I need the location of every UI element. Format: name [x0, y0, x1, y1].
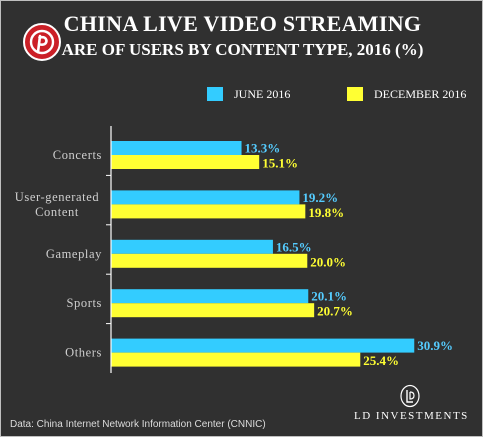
chart-subtitle: ARE OF USERS BY CONTENT TYPE, 2016 (%) — [61, 40, 424, 59]
category-label-2: Gameplay — [46, 247, 102, 261]
bar-december-2 — [111, 253, 308, 268]
legend-label-december: DECEMBER 2016 — [374, 87, 467, 101]
bar-june-4 — [111, 338, 415, 353]
brand-name: LD INVESTMENTS — [354, 410, 469, 422]
value-label-december-0: 15.1% — [262, 156, 298, 171]
bar-june-2 — [111, 239, 273, 254]
category-label-3: Sports — [66, 296, 102, 310]
bar-december-1 — [111, 204, 306, 219]
category-label-1-line-1: Content — [35, 205, 79, 219]
bar-june-1 — [111, 190, 300, 205]
category-label-1-line-0: User-generated — [15, 190, 100, 204]
value-label-june-3: 20.1% — [311, 289, 347, 304]
legend-swatch-december — [347, 87, 363, 101]
category-label-4: Others — [65, 346, 102, 360]
value-label-december-3: 20.7% — [317, 304, 353, 319]
chart-title: CHINA LIVE VIDEO STREAMING — [63, 11, 422, 36]
bar-december-3 — [111, 303, 315, 318]
legend-label-june: JUNE 2016 — [234, 87, 291, 101]
bar-june-0 — [111, 141, 242, 155]
value-label-june-1: 19.2% — [302, 190, 338, 205]
value-label-december-1: 19.8% — [308, 205, 344, 220]
bar-december-0 — [111, 155, 260, 169]
category-label-0: Concerts — [53, 148, 102, 162]
value-label-december-4: 25.4% — [363, 353, 399, 368]
data-source-note: Data: China Internet Network Information… — [10, 419, 266, 430]
legend-swatch-june — [207, 87, 223, 101]
value-label-june-2: 16.5% — [276, 239, 312, 254]
value-label-december-2: 20.0% — [310, 254, 346, 269]
value-label-june-4: 30.9% — [417, 338, 453, 353]
value-label-june-0: 13.3% — [245, 141, 281, 156]
ld-logo-icon — [400, 384, 420, 408]
bar-december-4 — [111, 352, 361, 367]
pinterest-icon[interactable] — [23, 23, 61, 61]
bar-june-3 — [111, 289, 309, 304]
